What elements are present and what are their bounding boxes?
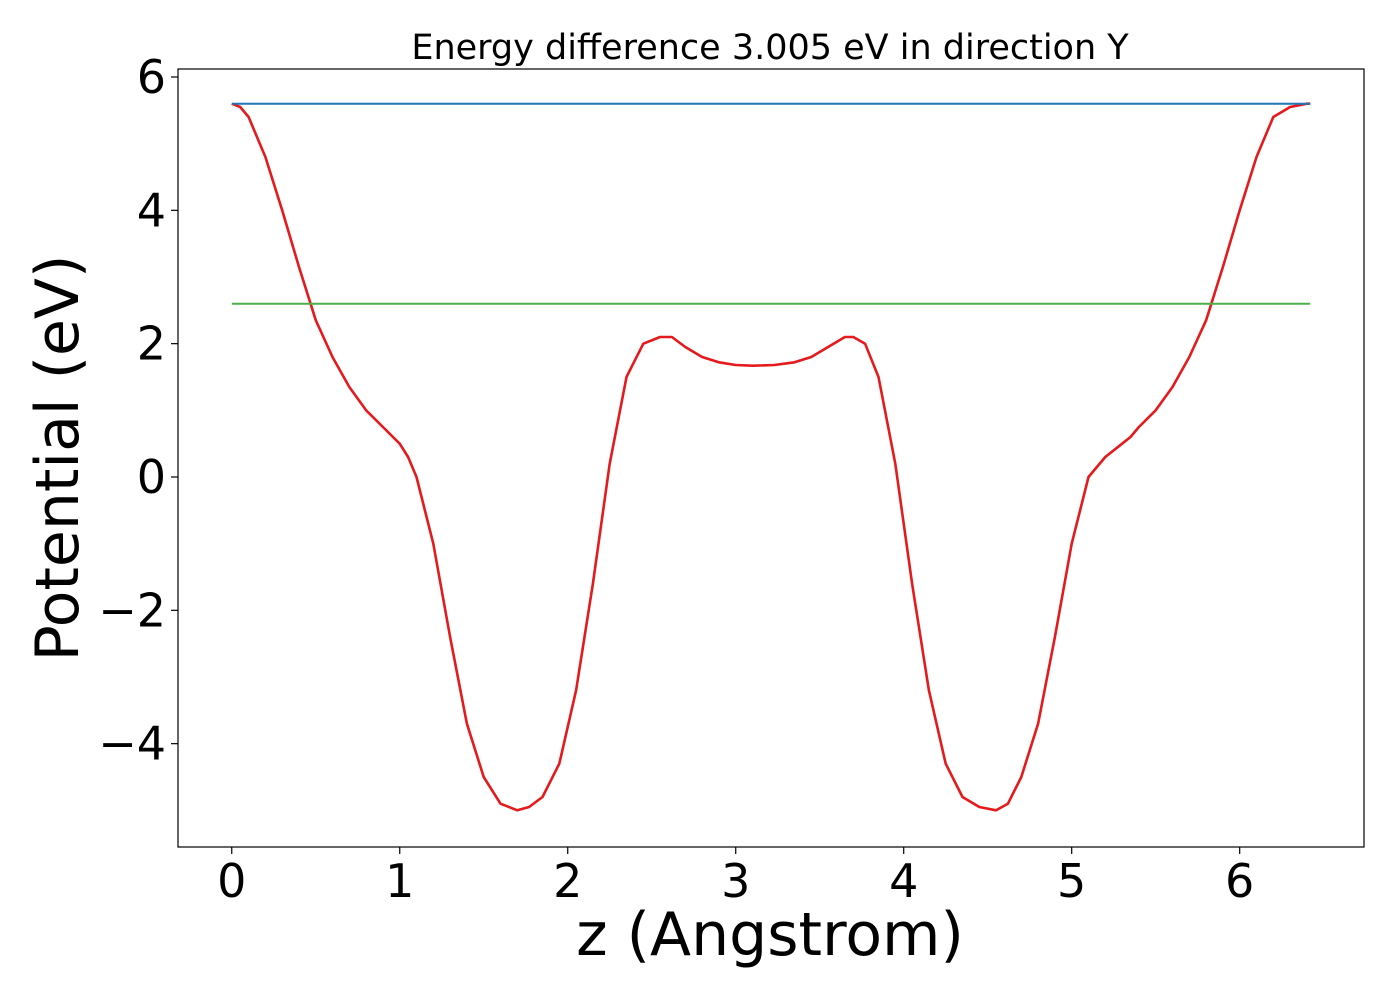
chart-title: Energy difference 3.005 eV in direction … [411,28,1129,68]
x-tick-label: 5 [1057,854,1086,908]
x-tick-label: 3 [721,854,750,908]
x-tick-label: 6 [1225,854,1254,908]
x-tick-label: 1 [385,854,414,908]
series-layer [231,102,1311,812]
y-axis: −4 −2 0 2 4 6 [98,50,178,771]
y-tick-label: −4 [98,717,166,771]
x-axis: 0 1 2 3 4 5 6 [217,847,1254,908]
y-axis-label: Potential (eV) [23,255,93,662]
x-tick-label: 4 [889,854,918,908]
y-tick-label: 4 [137,183,166,237]
y-tick-label: 0 [137,450,166,504]
x-tick-label: 2 [553,854,582,908]
series-line-0 [231,102,1311,812]
y-tick-label: 6 [137,50,166,104]
x-axis-label: z (Angstrom) [576,900,964,970]
x-tick-label: 0 [217,854,246,908]
y-tick-label: 2 [137,317,166,371]
plot-frame [177,68,1365,848]
y-tick-label: −2 [98,583,166,637]
